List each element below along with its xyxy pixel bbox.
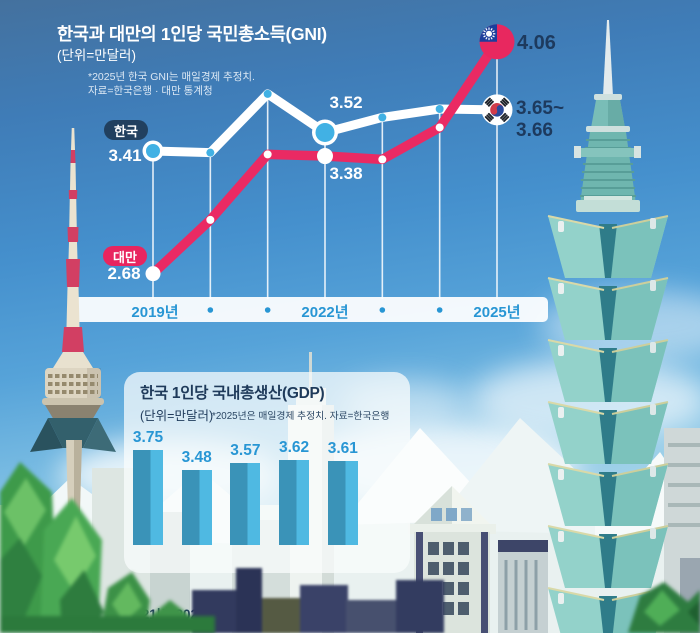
korea-point xyxy=(315,123,335,143)
gdp-chart-unit: (단위=만달러) xyxy=(140,409,214,423)
gni-chart-footnote: *2025년 한국 GNI는 매일경제 추정치. 자료=한국은행 · 대만 통계… xyxy=(88,70,255,98)
taiwan-2022-value: 3.38 xyxy=(329,164,363,183)
tower-spire-band xyxy=(68,242,78,259)
taiwan-point xyxy=(378,155,387,164)
gdp-bar-value-label: 3.57 xyxy=(230,442,261,459)
taiwan-point xyxy=(145,266,161,282)
taiwan-series-pill: 대만 xyxy=(103,246,147,266)
gdp-chart-note: *2025년은 매일경제 추정치. 자료=한국은행 xyxy=(212,411,390,422)
tower-spire-band xyxy=(70,150,76,163)
tower-spire-band xyxy=(62,327,84,352)
korea-point xyxy=(206,148,215,157)
x-axis-label-2022: 2022년 xyxy=(301,304,349,321)
gdp-bar-value-label: 3.75 xyxy=(132,429,164,446)
tower-spire-band xyxy=(69,199,77,227)
korea-2025-value: 3.65~ 3.66 xyxy=(516,98,564,142)
korea-2025-value-line1: 3.65~ xyxy=(516,98,565,119)
gdp-bar xyxy=(279,460,310,545)
korea-point xyxy=(146,144,160,158)
tower-spire-band xyxy=(71,128,75,150)
silhouette-building xyxy=(236,568,262,633)
korea-series-pill: 한국 xyxy=(104,120,148,140)
taiwan-point xyxy=(263,150,272,159)
gni-chart-title: 한국과 대만의 1인당 국민총소득(GNI) xyxy=(57,24,327,44)
gdp-bar xyxy=(327,461,358,545)
korea-2025-value-line2: 3.66 xyxy=(516,120,553,141)
silhouette-building xyxy=(396,580,444,633)
gdp-bar-column: 3.57 xyxy=(223,442,267,545)
taiwan-point xyxy=(435,123,444,132)
gdp-bar-value-label: 3.48 xyxy=(181,449,212,466)
x-axis-label-2019: 2019년 xyxy=(131,304,179,321)
tower-spire-band xyxy=(66,287,80,327)
gdp-bar xyxy=(181,470,212,545)
taiwan-flag-icon xyxy=(479,24,515,60)
tower-spire-band xyxy=(68,190,78,199)
taiwan-2019-value: 2.68 xyxy=(107,264,141,283)
tower-spire-band xyxy=(66,259,80,287)
silhouette-building xyxy=(300,585,348,633)
silhouette-building xyxy=(262,598,302,633)
axis-tick-dot xyxy=(379,307,386,313)
gni-footnote-line1: *2025년 한국 GNI는 매일경제 추정치. xyxy=(88,71,255,83)
gdp-bar xyxy=(230,463,261,545)
gni-chart-unit: (단위=만달러) xyxy=(57,48,136,63)
gdp-bar-value-label: 3.62 xyxy=(279,439,310,456)
korea-2019-value: 3.41 xyxy=(108,146,142,165)
korea-point xyxy=(263,89,272,98)
silhouette-building xyxy=(346,600,398,633)
gdp-bar-value-label: 3.61 xyxy=(327,440,358,457)
gdp-chart-title: 한국 1인당 국내총생산(GDP) xyxy=(140,385,325,402)
gdp-bar-column: 3.75 xyxy=(126,429,170,545)
x-axis-label-2025: 2025년 xyxy=(473,304,521,321)
gdp-bar-chart-panel: 한국 1인당 국내총생산(GDP) (단위=만달러) *2025년은 매일경제 … xyxy=(124,372,410,622)
axis-tick-dot xyxy=(436,307,443,313)
axis-tick-dot xyxy=(264,307,271,313)
axis-tick-dot xyxy=(207,307,214,313)
gdp-bar xyxy=(133,450,163,545)
korea-flag-icon xyxy=(481,94,513,126)
gdp-bar-column: 3.48 xyxy=(175,449,219,545)
taiwan-point xyxy=(316,148,333,165)
x-axis-band xyxy=(70,297,548,322)
gdp-bar-column: 3.62 xyxy=(272,439,316,545)
taiwan-2025-value: 4.06 xyxy=(517,32,556,54)
tower-spire-band xyxy=(67,227,79,242)
korea-point xyxy=(378,113,387,122)
tower-spire-band xyxy=(70,163,76,190)
gdp-bar-column: 3.61 xyxy=(321,440,365,545)
korea-2022-value: 3.52 xyxy=(329,93,363,112)
taiwan-point xyxy=(206,215,215,224)
gni-footnote-line2: 자료=한국은행 · 대만 통계청 xyxy=(88,85,213,97)
korea-point xyxy=(435,105,444,113)
